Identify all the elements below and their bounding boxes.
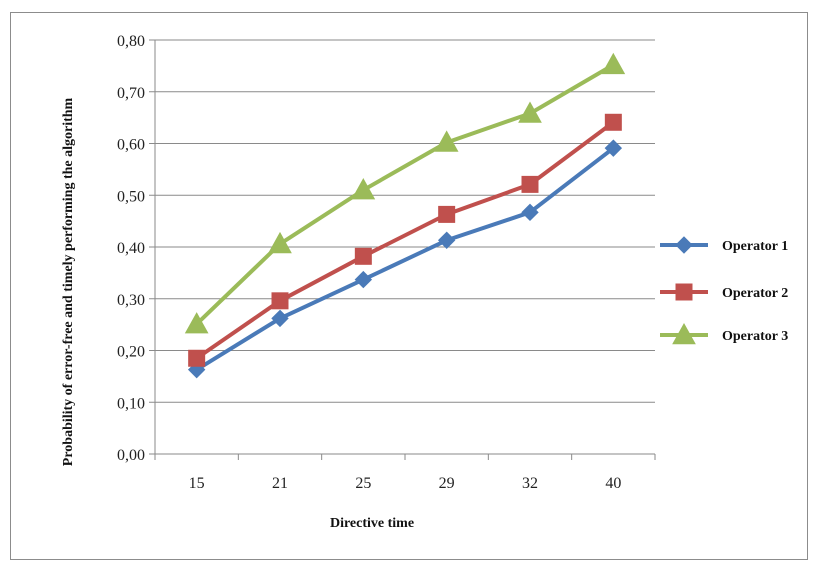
legend-marker bbox=[675, 283, 693, 301]
series-line bbox=[195, 120, 615, 360]
legend-item-1: Operator 1 bbox=[660, 236, 788, 254]
y-tick-label: 0,40 bbox=[117, 240, 145, 257]
data-point bbox=[438, 205, 456, 223]
legend-label: Operator 3 bbox=[722, 329, 788, 344]
data-point bbox=[271, 309, 289, 328]
data-point bbox=[437, 231, 456, 249]
y-tick-label: 0,10 bbox=[117, 395, 145, 412]
data-point bbox=[604, 139, 623, 157]
data-point bbox=[604, 113, 622, 131]
y-tick-labels: 0,00 0,10 0,20 0,30 0,40 0,50 0,60 0,70 0,80 bbox=[117, 33, 145, 464]
data-point bbox=[188, 349, 206, 367]
series-2 bbox=[188, 113, 622, 367]
y-tick-label: 0,70 bbox=[117, 85, 145, 102]
x-tick-labels: 15 21 25 29 32 40 bbox=[189, 475, 622, 492]
x-tick-label: 29 bbox=[439, 475, 455, 492]
axes bbox=[149, 39, 656, 460]
data-point bbox=[354, 270, 373, 289]
x-tick-label: 15 bbox=[189, 475, 205, 492]
chart-frame bbox=[10, 12, 808, 560]
x-tick-label: 25 bbox=[355, 475, 371, 492]
data-point bbox=[601, 52, 626, 75]
legend-marker bbox=[675, 236, 693, 254]
y-tick-label: 0,50 bbox=[117, 188, 145, 205]
y-axis-title: Probability of error-free and timely per… bbox=[61, 97, 76, 466]
y-tick-label: 0,20 bbox=[117, 344, 145, 361]
legend-item-3: Operator 3 bbox=[660, 322, 788, 345]
x-tick-label: 32 bbox=[522, 475, 538, 492]
legend-label: Operator 2 bbox=[722, 286, 788, 301]
legend-marker bbox=[672, 322, 696, 345]
x-tick-label: 21 bbox=[272, 475, 288, 492]
data-point bbox=[271, 292, 289, 310]
y-tick-label: 0,00 bbox=[117, 447, 145, 464]
legend-item-2: Operator 2 bbox=[660, 283, 788, 301]
gridlines bbox=[155, 39, 655, 403]
series-3 bbox=[184, 52, 626, 334]
series-lines bbox=[184, 52, 626, 379]
data-point bbox=[518, 101, 542, 123]
y-tick-label: 0,80 bbox=[117, 33, 145, 50]
data-point bbox=[521, 203, 539, 222]
legend-label: Operator 1 bbox=[722, 239, 788, 254]
data-point bbox=[434, 130, 459, 152]
data-point bbox=[184, 312, 209, 334]
data-point bbox=[521, 175, 539, 193]
y-tick-label: 0,60 bbox=[117, 137, 145, 154]
x-axis-title: Directive time bbox=[330, 516, 414, 531]
data-point bbox=[354, 247, 372, 265]
series-line bbox=[195, 63, 615, 326]
series-1 bbox=[187, 139, 623, 379]
data-point bbox=[268, 231, 292, 254]
series-line bbox=[195, 146, 615, 372]
legend: Operator 1 Operator 2 Operator 3 bbox=[660, 236, 788, 345]
data-point bbox=[351, 178, 376, 200]
x-tick-label: 40 bbox=[605, 475, 621, 492]
y-tick-label: 0,30 bbox=[117, 292, 145, 309]
